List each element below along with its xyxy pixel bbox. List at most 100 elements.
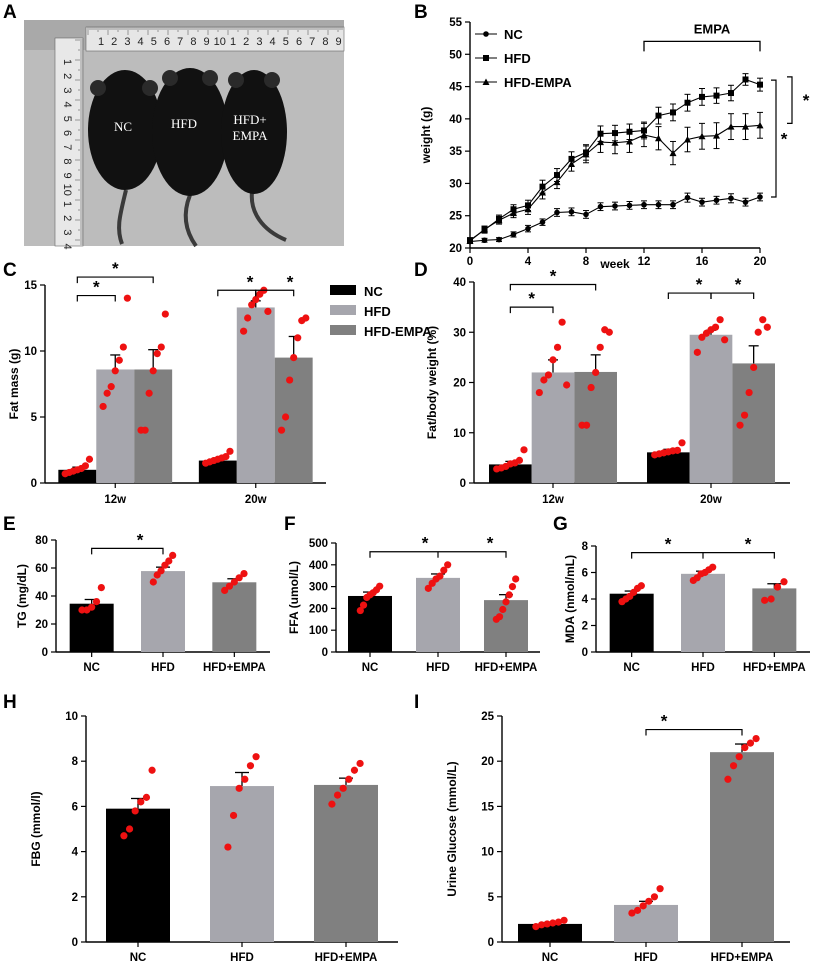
significance-star: * <box>803 91 810 110</box>
bar <box>689 334 733 483</box>
bar <box>96 369 135 483</box>
mouse-hfd-ear <box>162 70 178 86</box>
x-tick-label: 8 <box>583 256 590 268</box>
y-tick-label: 10 <box>481 847 494 859</box>
significance-bracket <box>667 292 712 300</box>
y-tick-label: 6 <box>72 801 78 813</box>
bar <box>531 372 575 483</box>
data-point <box>286 376 294 384</box>
x-category-label: NC <box>130 952 147 964</box>
mouse-nc <box>88 70 162 245</box>
data-point <box>97 584 105 592</box>
data-point <box>235 784 243 792</box>
x-category-label: HFD <box>691 662 715 674</box>
data-point <box>678 439 686 447</box>
y-tick-label: 5 <box>31 412 38 424</box>
data-point <box>339 784 347 792</box>
legend-label: HFD-EMPA <box>364 324 432 339</box>
data-point <box>684 99 691 106</box>
data-point <box>554 918 563 926</box>
bar <box>210 786 274 942</box>
data-point <box>481 237 488 244</box>
ruler-number: 2 <box>243 36 249 48</box>
data-point <box>111 367 119 375</box>
chart-tg: 0 20 40 60 80 TG (mg/dL) NC HFD HFD+EMPA * <box>15 530 270 674</box>
data-point <box>88 603 96 611</box>
data-point <box>558 318 566 326</box>
significance-star: * <box>93 278 100 297</box>
bar <box>609 593 654 652</box>
x-category-label: HFD+EMPA <box>315 952 378 964</box>
data-point <box>532 923 540 931</box>
panel-letter-f: F <box>284 514 296 535</box>
data-point <box>759 316 767 324</box>
data-point <box>757 194 763 200</box>
data-point <box>728 195 734 202</box>
data-point <box>540 376 548 384</box>
data-point <box>780 578 788 586</box>
data-point <box>246 762 255 770</box>
y-tick-label: 0 <box>582 647 588 659</box>
mouse-nc-ear <box>142 80 158 96</box>
data-point <box>673 446 682 454</box>
ruler-number: 9 <box>204 36 210 48</box>
chart-urine-glucose: 0 5 10 15 20 25 Urine Glucose (mmol/L) NC HFD HFD… <box>445 711 790 964</box>
panel-letter-a: A <box>3 2 17 23</box>
data-point <box>99 402 107 411</box>
data-point <box>539 219 546 225</box>
data-point <box>235 574 243 582</box>
y-tick-label: 4 <box>582 594 589 606</box>
ruler-number: 7 <box>61 144 73 150</box>
data-point <box>440 566 448 574</box>
data-point <box>597 138 604 146</box>
data-point <box>350 766 359 774</box>
data-point <box>141 426 149 434</box>
data-point <box>244 314 252 322</box>
data-point <box>582 421 591 429</box>
data-point <box>444 561 452 569</box>
significance-bracket <box>710 292 755 300</box>
data-point <box>543 920 551 928</box>
data-point <box>524 205 532 213</box>
y-tick-label: 45 <box>449 82 462 94</box>
data-point <box>92 598 101 606</box>
y-axis-label: TG (mg/dL) <box>15 564 29 628</box>
data-point <box>512 575 520 583</box>
bar <box>314 784 378 942</box>
significance-star: * <box>665 535 672 554</box>
data-point <box>698 132 706 140</box>
bar <box>348 595 392 652</box>
significance-star: * <box>550 267 557 286</box>
data-point <box>709 563 717 571</box>
y-tick-label: 10 <box>24 346 37 358</box>
y-tick-label: 100 <box>309 625 328 637</box>
data-point <box>713 132 720 139</box>
data-point <box>466 237 474 244</box>
data-point <box>670 201 676 208</box>
significance-bracket <box>76 294 116 302</box>
legend-swatch <box>330 325 356 335</box>
data-point <box>222 453 230 461</box>
data-point <box>230 578 238 586</box>
mouse-label-nc: NC <box>114 119 132 134</box>
data-point <box>669 149 677 157</box>
legend-marker <box>483 31 489 37</box>
data-point <box>549 356 557 364</box>
y-tick-label: 20 <box>449 243 462 255</box>
ruler-number: 1 <box>98 36 104 48</box>
y-tick-label: 20 <box>481 756 494 768</box>
ruler-top <box>85 26 345 52</box>
y-tick-label: 500 <box>309 538 328 550</box>
data-point <box>754 328 762 336</box>
bar <box>681 573 725 652</box>
panel-letter-b: B <box>414 2 428 23</box>
x-category-label: HFD+EMPA <box>203 662 266 674</box>
panel-letter-c: C <box>3 260 17 281</box>
data-point <box>742 123 749 130</box>
y-tick-label: 0 <box>488 937 494 949</box>
ruler-number: 5 <box>61 116 73 122</box>
y-tick-label: 30 <box>449 178 462 190</box>
data-point <box>568 209 575 215</box>
legend-swatch <box>330 305 356 315</box>
y-tick-label: 20 <box>453 378 466 390</box>
